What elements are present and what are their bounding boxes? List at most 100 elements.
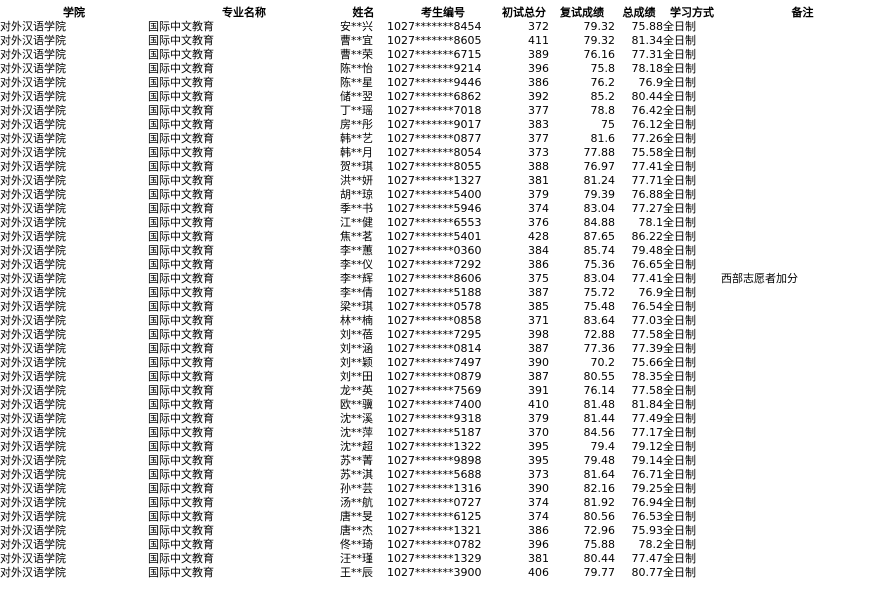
cell-initial_score: 381	[528, 174, 549, 187]
cell-exam_id: 1027*******6125	[387, 510, 482, 523]
cell-major: 国际中文教育	[148, 132, 214, 145]
cell-remark	[721, 20, 884, 34]
cell-major: 国际中文教育	[148, 482, 214, 495]
cell-exam_id: 1027*******7497	[387, 356, 482, 369]
cell-major: 国际中文教育	[148, 314, 214, 327]
cell-initial_score: 377	[528, 104, 549, 117]
cell-retest_score: 78.8	[590, 104, 616, 117]
cell-college: 对外汉语学院	[0, 412, 66, 425]
cell-initial_score: 379	[528, 412, 549, 425]
cell-name: 陈**怡	[340, 62, 373, 75]
cell-initial_score: 391	[528, 384, 549, 397]
cell-major: 国际中文教育	[148, 342, 214, 355]
cell-exam_id: 1027*******6862	[387, 90, 482, 103]
cell-remark	[721, 90, 884, 104]
cell-major: 国际中文教育	[148, 524, 214, 537]
cell-name: 梁**琪	[340, 300, 373, 313]
table-row: 对外汉语学院 国际中文教育 李**仪 1027*******7292 386 75.36 7…	[0, 258, 884, 272]
cell-study_mode: 全日制	[663, 426, 696, 439]
cell-total_score: 76.12	[631, 118, 664, 131]
table-row: 对外汉语学院 国际中文教育 刘**蓓 1027*******7295 398 72.88 7…	[0, 328, 884, 342]
cell-total_score: 78.1	[638, 216, 664, 229]
cell-retest_score: 75.48	[583, 300, 616, 313]
cell-major: 国际中文教育	[148, 538, 214, 551]
cell-college: 对外汉语学院	[0, 384, 66, 397]
cell-college: 对外汉语学院	[0, 566, 66, 579]
cell-study_mode: 全日制	[663, 510, 696, 523]
cell-total_score: 77.26	[631, 132, 664, 145]
cell-major: 国际中文教育	[148, 230, 214, 243]
table-row: 对外汉语学院 国际中文教育 韩**月 1027*******8054 373 77.88 7…	[0, 146, 884, 160]
cell-remark: 西部志愿者加分	[721, 272, 798, 285]
cell-name: 韩**月	[340, 146, 373, 159]
cell-retest_score: 76.14	[583, 384, 616, 397]
table-row: 对外汉语学院 国际中文教育 焦**茗 1027*******5401 428 87.65 8…	[0, 230, 884, 244]
cell-remark	[721, 34, 884, 48]
cell-name: 季**书	[340, 202, 373, 215]
cell-study_mode: 全日制	[663, 258, 696, 271]
cell-initial_score: 428	[528, 230, 549, 243]
cell-initial_score: 370	[528, 426, 549, 439]
cell-college: 对外汉语学院	[0, 538, 66, 551]
column-header-college: 学院	[63, 6, 85, 19]
cell-total_score: 78.35	[631, 370, 664, 383]
cell-exam_id: 1027*******8606	[387, 272, 482, 285]
cell-total_score: 77.27	[631, 202, 664, 215]
cell-exam_id: 1027*******6715	[387, 48, 482, 61]
cell-name: 苏**淇	[340, 468, 373, 481]
cell-college: 对外汉语学院	[0, 20, 66, 33]
cell-name: 储**翌	[340, 90, 373, 103]
cell-initial_score: 406	[528, 566, 549, 579]
cell-remark	[721, 230, 884, 244]
cell-study_mode: 全日制	[663, 286, 696, 299]
cell-retest_score: 70.2	[590, 356, 616, 369]
cell-study_mode: 全日制	[663, 328, 696, 341]
cell-total_score: 77.71	[631, 174, 664, 187]
table-row: 对外汉语学院 国际中文教育 季**书 1027*******5946 374 83.04 7…	[0, 202, 884, 216]
cell-retest_score: 82.16	[583, 482, 616, 495]
cell-retest_score: 75.72	[583, 286, 616, 299]
table-row: 对外汉语学院 国际中文教育 李**倩 1027*******5188 387 75.72 7…	[0, 286, 884, 300]
cell-name: 龙**英	[340, 384, 373, 397]
cell-remark	[721, 538, 884, 552]
cell-exam_id: 1027*******7018	[387, 104, 482, 117]
cell-remark	[721, 104, 884, 118]
table-row: 对外汉语学院 国际中文教育 曹**宜 1027*******8605 411 79.32 8…	[0, 34, 884, 48]
cell-exam_id: 1027*******8054	[387, 146, 482, 159]
cell-retest_score: 79.39	[583, 188, 616, 201]
cell-name: 韩**艺	[340, 132, 373, 145]
cell-remark	[721, 146, 884, 160]
table-row: 对外汉语学院 国际中文教育 刘**颖 1027*******7497 390 70.2 75…	[0, 356, 884, 370]
cell-major: 国际中文教育	[148, 258, 214, 271]
cell-college: 对外汉语学院	[0, 426, 66, 439]
cell-remark	[721, 356, 884, 370]
cell-college: 对外汉语学院	[0, 328, 66, 341]
table-row: 对外汉语学院 国际中文教育 胡**琼 1027*******5400 379 79.39 7…	[0, 188, 884, 202]
cell-initial_score: 374	[528, 496, 549, 509]
table-row: 对外汉语学院 国际中文教育 房**彤 1027*******9017 383 75 76.1…	[0, 118, 884, 132]
cell-exam_id: 1027*******1327	[387, 174, 482, 187]
cell-exam_id: 1027*******9318	[387, 412, 482, 425]
cell-name: 贺**琪	[340, 160, 373, 173]
table-row: 对外汉语学院 国际中文教育 佟**琦 1027*******0782 396 75.88 7…	[0, 538, 884, 552]
cell-major: 国际中文教育	[148, 118, 214, 131]
cell-study_mode: 全日制	[663, 552, 696, 565]
cell-study_mode: 全日制	[663, 398, 696, 411]
cell-total_score: 77.47	[631, 552, 664, 565]
cell-name: 苏**菁	[340, 454, 373, 467]
cell-exam_id: 1027*******5688	[387, 468, 482, 481]
table-row: 对外汉语学院 国际中文教育 沈**超 1027*******1322 395 79.4 79…	[0, 440, 884, 454]
cell-exam_id: 1027*******0578	[387, 300, 482, 313]
table-row: 对外汉语学院 国际中文教育 曹**荣 1027*******6715 389 76.16 7…	[0, 48, 884, 62]
cell-remark	[721, 132, 884, 146]
cell-total_score: 76.54	[631, 300, 664, 313]
cell-name: 孙**芸	[340, 482, 373, 495]
cell-study_mode: 全日制	[663, 146, 696, 159]
cell-major: 国际中文教育	[148, 20, 214, 33]
cell-major: 国际中文教育	[148, 468, 214, 481]
cell-total_score: 79.12	[631, 440, 664, 453]
cell-total_score: 76.53	[631, 510, 664, 523]
cell-exam_id: 1027*******5400	[387, 188, 482, 201]
cell-remark	[721, 202, 884, 216]
cell-remark	[721, 370, 884, 384]
